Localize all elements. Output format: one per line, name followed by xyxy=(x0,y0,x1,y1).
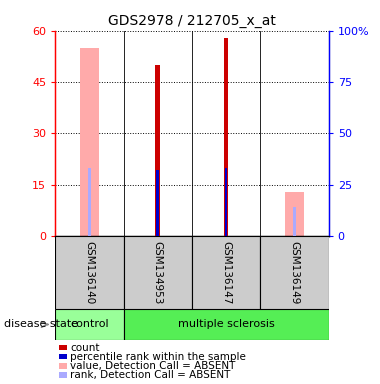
Bar xyxy=(156,170,159,236)
Text: control: control xyxy=(70,319,109,329)
Text: GSM136140: GSM136140 xyxy=(84,241,94,304)
Bar xyxy=(88,168,91,236)
Bar xyxy=(155,65,160,236)
Title: GDS2978 / 212705_x_at: GDS2978 / 212705_x_at xyxy=(108,14,276,28)
Text: GSM134953: GSM134953 xyxy=(153,241,163,305)
Text: GSM136149: GSM136149 xyxy=(290,241,299,305)
Text: disease state: disease state xyxy=(4,319,78,329)
Bar xyxy=(124,309,329,340)
Text: percentile rank within the sample: percentile rank within the sample xyxy=(70,352,246,362)
Bar xyxy=(225,168,228,236)
Text: count: count xyxy=(70,343,100,353)
Text: GSM136147: GSM136147 xyxy=(221,241,231,305)
Text: multiple sclerosis: multiple sclerosis xyxy=(178,319,274,329)
Bar xyxy=(55,309,124,340)
Bar xyxy=(192,236,260,309)
Bar xyxy=(285,192,304,236)
Bar xyxy=(260,236,329,309)
Bar xyxy=(224,38,228,236)
Bar xyxy=(293,207,296,236)
Bar xyxy=(80,48,99,236)
Text: value, Detection Call = ABSENT: value, Detection Call = ABSENT xyxy=(70,361,236,371)
Bar xyxy=(124,236,192,309)
Text: rank, Detection Call = ABSENT: rank, Detection Call = ABSENT xyxy=(70,370,231,380)
Bar xyxy=(55,236,124,309)
